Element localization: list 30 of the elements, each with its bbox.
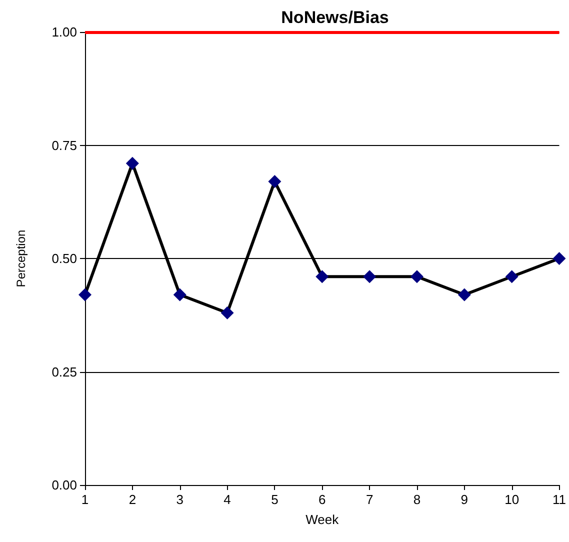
chart-title: NoNews/Bias (281, 8, 389, 27)
x-tick-label: 6 (318, 492, 326, 507)
x-tick-label: 11 (552, 492, 566, 507)
point (363, 270, 376, 284)
x-tick-label: 10 (504, 492, 520, 507)
point (173, 288, 186, 302)
x-tick-label: 7 (366, 492, 374, 507)
y-tick-label: 0.25 (52, 364, 77, 380)
y-axis-title: Perception (14, 230, 28, 288)
point (78, 288, 92, 302)
point (552, 252, 566, 265)
x-tick-label: 8 (413, 492, 421, 507)
x-tick-label: 2 (128, 492, 136, 507)
point (316, 270, 329, 284)
x-tick-label: 3 (176, 492, 184, 507)
point (220, 306, 234, 320)
point (126, 156, 139, 170)
x-axis-title: Week (306, 512, 340, 527)
y-tick-label: 0.75 (52, 138, 77, 153)
x-tick-label: 4 (224, 492, 231, 507)
point (268, 174, 282, 188)
x-tick-label: 5 (271, 492, 278, 507)
x-tick-label: 9 (460, 492, 468, 507)
point (505, 270, 518, 284)
y-tick-label: 0.50 (52, 251, 77, 266)
x-tick-label: 1 (81, 492, 89, 507)
y-tick-label: 1.00 (52, 24, 77, 40)
point (458, 288, 471, 302)
point (410, 270, 424, 284)
y-tick-label: 0.00 (52, 478, 77, 492)
